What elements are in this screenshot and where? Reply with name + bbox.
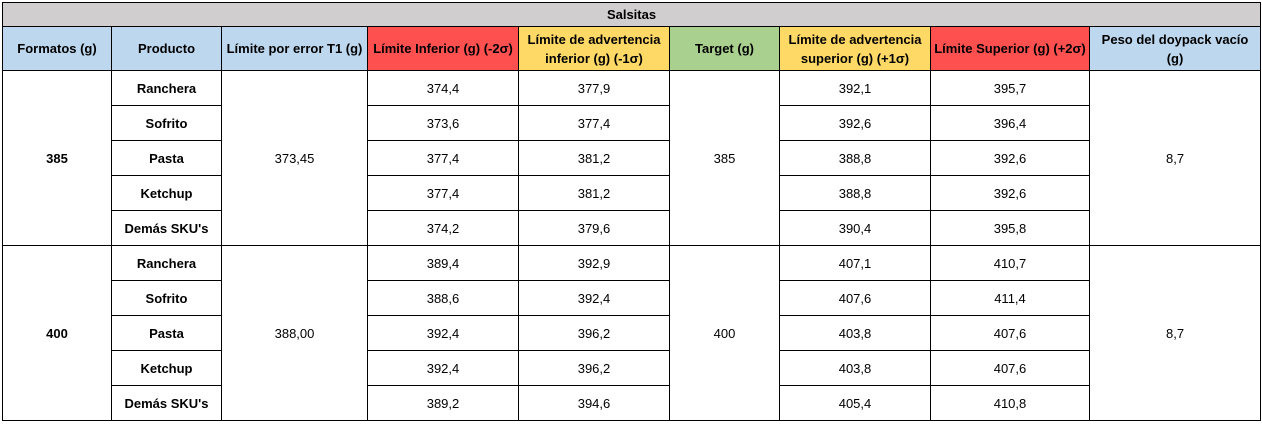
target-cell: 400	[669, 245, 780, 421]
advertencia-superior-cell: 403,8	[779, 350, 931, 386]
table-row: 400 Ranchera 388,00 389,4 392,9 400 407,1 410,7…	[2, 245, 1262, 421]
limite-inferior-cell: 388,6	[367, 280, 519, 316]
advertencia-inferior-cell: 396,2	[518, 350, 670, 386]
peso-doypack-cell: 8,7	[1088, 70, 1262, 246]
limite-superior-cell: 411,4	[930, 280, 1090, 316]
advertencia-inferior-cell: 381,2	[518, 175, 670, 211]
header-limite-error-t1: Límite por error T1 (g)	[221, 26, 368, 71]
advertencia-inferior-cell: 392,4	[518, 280, 670, 316]
limite-inferior-cell: 392,4	[367, 350, 519, 386]
advertencia-inferior-cell: 394,6	[518, 385, 670, 421]
limite-t1-cell: 388,00	[221, 245, 368, 421]
producto-cell: Demás SKU's	[111, 210, 222, 246]
table-row: Demás SKU's 374,2 379,6 390,4 395,8	[3, 210, 1261, 246]
limite-superior-cell: 395,7	[930, 70, 1090, 106]
limite-superior-cell: 407,6	[930, 350, 1090, 386]
producto-cell: Pasta	[111, 140, 222, 176]
table-row: Pasta 377,4 381,2 388,8 392,6	[3, 140, 1261, 176]
advertencia-superior-cell: 392,1	[779, 70, 931, 106]
advertencia-superior-cell: 407,1	[779, 245, 931, 281]
advertencia-superior-cell: 388,8	[779, 140, 931, 176]
limite-superior-cell: 410,8	[930, 385, 1090, 421]
advertencia-inferior-cell: 396,2	[518, 315, 670, 351]
formato-cell: 385	[2, 70, 112, 246]
producto-cell: Ketchup	[111, 350, 222, 386]
table-title: Salsitas	[1, 2, 1262, 27]
table-row: Demás SKU's 389,2 394,6 405,4 410,8	[3, 385, 1261, 421]
advertencia-inferior-cell: 381,2	[518, 140, 670, 176]
limite-superior-cell: 392,6	[930, 140, 1090, 176]
limite-superior-cell: 407,6	[930, 315, 1090, 351]
limite-superior-cell: 396,4	[930, 105, 1090, 141]
producto-cell: Demás SKU's	[111, 385, 222, 421]
table-row: Sofrito 373,6 377,4 392,6 396,4	[3, 105, 1261, 141]
table-row: Sofrito 388,6 392,4 407,6 411,4	[3, 280, 1261, 316]
advertencia-superior-cell: 405,4	[779, 385, 931, 421]
header-producto: Producto	[111, 26, 222, 71]
limite-inferior-cell: 377,4	[367, 175, 519, 211]
table-row: Ketchup 392,4 396,2 403,8 407,6	[3, 350, 1261, 386]
advertencia-inferior-cell: 392,9	[518, 245, 670, 281]
producto-cell: Sofrito	[111, 280, 222, 316]
producto-cell: Sofrito	[111, 105, 222, 141]
limite-inferior-cell: 377,4	[367, 140, 519, 176]
limite-inferior-cell: 373,6	[367, 105, 519, 141]
header-peso-doypack: Peso del doypack vacío (g)	[1088, 26, 1262, 71]
producto-cell: Pasta	[111, 315, 222, 351]
advertencia-inferior-cell: 377,4	[518, 105, 670, 141]
limite-inferior-cell: 374,4	[367, 70, 519, 106]
limite-inferior-cell: 374,2	[367, 210, 519, 246]
advertencia-superior-cell: 403,8	[779, 315, 931, 351]
limite-t1-cell: 373,45	[221, 70, 368, 246]
limite-inferior-cell: 392,4	[367, 315, 519, 351]
target-cell: 385	[669, 70, 780, 246]
header-formatos: Formatos (g)	[2, 26, 112, 71]
advertencia-inferior-cell: 377,9	[518, 70, 670, 106]
table-row: Ketchup 377,4 381,2 388,8 392,6	[3, 175, 1261, 211]
advertencia-inferior-cell: 379,6	[518, 210, 670, 246]
limite-superior-cell: 410,7	[930, 245, 1090, 281]
header-limite-inferior: Límite Inferior (g) (-2σ)	[367, 26, 519, 71]
table-row: 385 Ranchera 373,45 374,4 377,9 385 392,1 395,7…	[2, 70, 1262, 246]
advertencia-superior-cell: 388,8	[779, 175, 931, 211]
producto-cell: Ketchup	[111, 175, 222, 211]
limite-inferior-cell: 389,4	[367, 245, 519, 281]
table-row: Pasta 392,4 396,2 403,8 407,6	[3, 315, 1261, 351]
header-limite-superior: Límite Superior (g) (+2σ)	[930, 26, 1090, 71]
producto-cell: Ranchera	[111, 70, 222, 106]
limite-superior-cell: 395,8	[930, 210, 1090, 246]
advertencia-superior-cell: 407,6	[779, 280, 931, 316]
advertencia-superior-cell: 392,6	[779, 105, 931, 141]
limite-inferior-cell: 389,2	[367, 385, 519, 421]
advertencia-superior-cell: 390,4	[779, 210, 931, 246]
header-limite-advertencia-superior: Límite de advertencia superior (g) (+1σ)	[779, 26, 931, 71]
limite-superior-cell: 392,6	[930, 175, 1090, 211]
producto-cell: Ranchera	[111, 245, 222, 281]
formato-cell: 400	[2, 245, 112, 421]
peso-doypack-cell: 8,7	[1088, 245, 1262, 421]
header-limite-advertencia-inferior: Límite de advertencia inferior (g) (-1σ)	[518, 26, 670, 71]
header-target: Target (g)	[669, 26, 780, 71]
